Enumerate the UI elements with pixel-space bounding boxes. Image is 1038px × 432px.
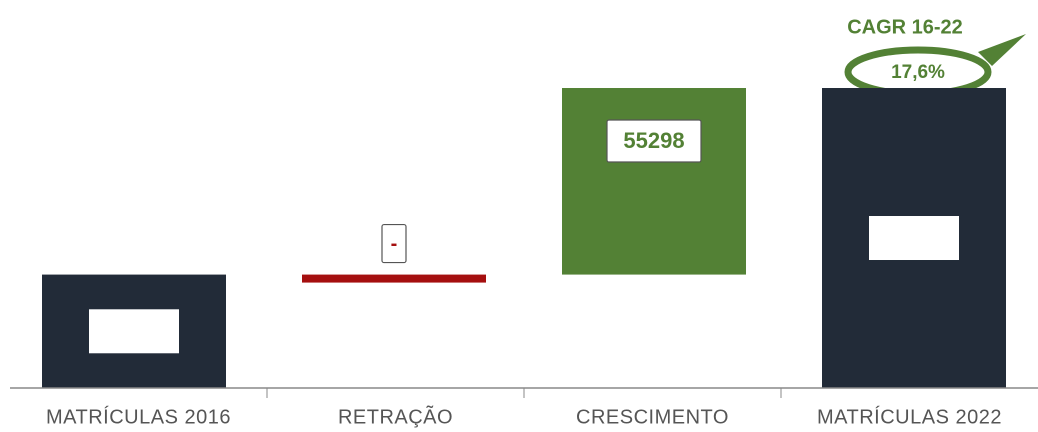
label-box: [869, 216, 959, 261]
x-tick-label: CRESCIMENTO: [576, 406, 729, 428]
label-box: [381, 223, 407, 264]
annotation: 17,6%: [891, 62, 945, 83]
x-tick-label: MATRÍCULAS 2016: [46, 405, 231, 428]
value-label: -: [391, 233, 398, 255]
value-label: 55298: [623, 128, 684, 153]
bar: [562, 88, 746, 275]
label-box: [606, 119, 702, 163]
x-tick-label: MATRÍCULAS 2022: [817, 405, 1002, 428]
annotation: CAGR 16-22: [847, 16, 963, 38]
label-box: [89, 309, 179, 354]
x-tick-label: RETRAÇÃO: [338, 404, 453, 428]
callout-arrow: [978, 34, 1026, 66]
bar: [302, 274, 486, 283]
